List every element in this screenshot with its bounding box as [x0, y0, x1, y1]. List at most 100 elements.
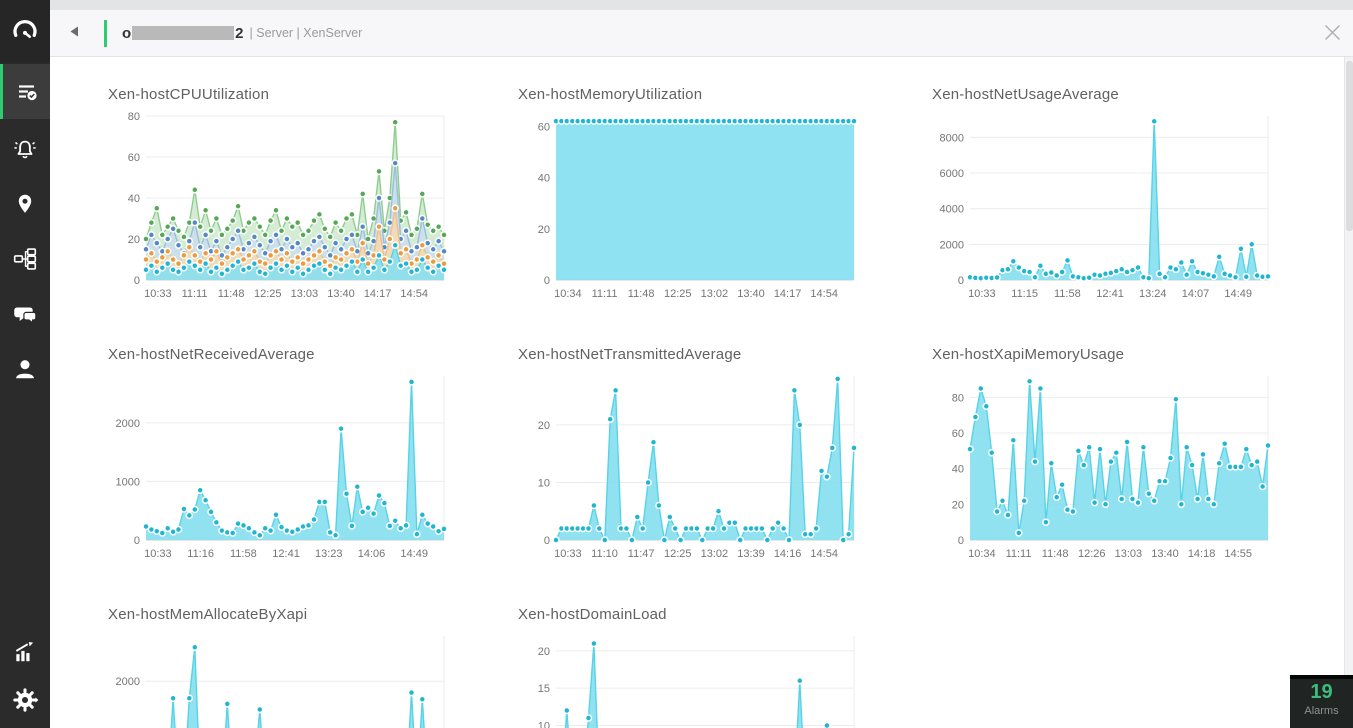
svg-text:11:48: 11:48 — [1042, 548, 1069, 560]
person-icon — [12, 356, 38, 382]
svg-text:12:25: 12:25 — [664, 288, 692, 300]
svg-text:14:17: 14:17 — [364, 288, 392, 300]
svg-text:20: 20 — [538, 420, 550, 432]
svg-text:14:17: 14:17 — [774, 288, 802, 300]
svg-text:60: 60 — [538, 121, 550, 133]
monitor-breadcrumb: | Server | XenServer — [249, 26, 363, 40]
svg-text:11:48: 11:48 — [628, 288, 655, 300]
svg-text:11:47: 11:47 — [628, 548, 655, 560]
svg-text:1000: 1000 — [116, 476, 140, 488]
svg-text:13:02: 13:02 — [701, 288, 729, 300]
svg-text:80: 80 — [128, 111, 140, 123]
svg-text:11:48: 11:48 — [218, 288, 245, 300]
net-usage-chart: 0 2000 4000 6000 8000 10:33 11:15 11:58 12:41 13:… — [940, 116, 1272, 300]
svg-text:10:33: 10:33 — [968, 288, 996, 300]
svg-text:11:11: 11:11 — [1006, 548, 1032, 560]
svg-text:10: 10 — [538, 720, 550, 728]
sidebar-item-reports[interactable] — [0, 628, 50, 676]
svg-text:10:34: 10:34 — [968, 548, 996, 560]
svg-text:11:11: 11:11 — [182, 288, 208, 300]
chart-panel-domain-load: Xen-hostDomainLoad 0510152010:3311:1111:… — [518, 606, 866, 728]
chart-panel-net-transmitted: Xen-hostNetTransmittedAverage 0 10 20 10:33… — [518, 346, 866, 573]
back-button[interactable] — [64, 21, 84, 45]
chart-panel-xapi-memory: Xen-hostXapiMemoryUsage 0 20 40 60 80 10:34 11… — [932, 346, 1280, 573]
svg-text:13:40: 13:40 — [327, 288, 355, 300]
chart-panel-mem-allocate: Xen-hostMemAllocateByXapi 10001500200010… — [108, 606, 456, 728]
net-received-chart: 0 1000 2000 10:33 11:16 11:58 12:41 13:23 14:06 1… — [116, 376, 448, 560]
svg-text:13:40: 13:40 — [1151, 548, 1179, 560]
chart-panel-net-usage: Xen-hostNetUsageAverage 0 2000 4000 6000 800… — [932, 86, 1280, 313]
svg-text:8000: 8000 — [940, 132, 964, 144]
xapi-memory-chart: 0 20 40 60 80 10:34 11:11 11:48 12:26 13:03 13:40 1… — [952, 376, 1272, 560]
svg-text:10:33: 10:33 — [144, 288, 172, 300]
svg-text:11:15: 11:15 — [1011, 288, 1038, 300]
svg-text:2000: 2000 — [116, 676, 140, 688]
svg-text:60: 60 — [952, 428, 964, 440]
bell-icon — [12, 136, 38, 162]
svg-text:2000: 2000 — [940, 239, 964, 251]
close-button[interactable] — [1321, 24, 1343, 46]
sidebar-item-chat[interactable] — [0, 286, 50, 341]
sidebar — [0, 0, 50, 728]
svg-text:0: 0 — [958, 275, 964, 287]
net-transmitted-chart: 0 10 20 10:33 11:10 11:47 12:25 13:02 13:39 14:16… — [538, 375, 858, 560]
svg-text:0: 0 — [134, 275, 140, 287]
svg-text:12:25: 12:25 — [664, 548, 692, 560]
alarms-count: 19 — [1310, 681, 1333, 703]
svg-text:2000: 2000 — [116, 418, 140, 430]
sidebar-item-alarms[interactable] — [0, 121, 50, 176]
svg-text:60: 60 — [128, 152, 140, 164]
svg-text:14:54: 14:54 — [810, 288, 838, 300]
svg-text:11:58: 11:58 — [1054, 288, 1081, 300]
chart-panel-net-received: Xen-hostNetReceivedAverage 0 1000 2000 10:3… — [108, 346, 456, 573]
gear-icon — [11, 686, 39, 714]
sidebar-item-map[interactable] — [0, 176, 50, 231]
chart-title: Xen-hostMemAllocateByXapi — [108, 606, 308, 623]
svg-text:11:11: 11:11 — [592, 288, 618, 300]
vertical-scrollbar[interactable] — [1344, 57, 1353, 728]
gauge-logo-icon — [10, 16, 40, 46]
svg-text:0: 0 — [544, 535, 550, 547]
list-check-icon — [15, 80, 39, 104]
svg-text:13:39: 13:39 — [737, 548, 765, 560]
svg-text:20: 20 — [952, 499, 964, 511]
chart-title: Xen-hostDomainLoad — [518, 606, 667, 623]
title-redaction-box — [132, 26, 235, 40]
sidebar-item-settings[interactable] — [0, 676, 50, 724]
svg-text:12:41: 12:41 — [272, 548, 300, 560]
chart-panel-cpu-utilization: Xen-hostCPUUtilization 0 20 40 60 80 10:33 11:… — [108, 86, 456, 313]
monitor-title: o 2 | Server | XenServer — [122, 25, 362, 42]
title-prefix: o — [122, 24, 132, 42]
svg-text:40: 40 — [538, 173, 550, 185]
svg-text:12:41: 12:41 — [1096, 288, 1124, 300]
svg-text:14:54: 14:54 — [810, 548, 838, 560]
chart-panel-memory-utilization: Xen-hostMemoryUtilization 0 20 40 60 10:34 11… — [518, 86, 866, 313]
svg-text:14:49: 14:49 — [400, 548, 428, 560]
svg-text:13:40: 13:40 — [737, 288, 765, 300]
alarms-label: Alarms — [1304, 705, 1339, 717]
svg-text:0: 0 — [958, 535, 964, 547]
svg-text:14:07: 14:07 — [1182, 288, 1210, 300]
chart-title: Xen-hostNetTransmittedAverage — [518, 346, 742, 363]
sidebar-item-topology[interactable] — [0, 231, 50, 286]
svg-text:15: 15 — [538, 683, 550, 695]
svg-text:11:58: 11:58 — [230, 548, 257, 560]
svg-text:13:23: 13:23 — [315, 548, 343, 560]
svg-text:20: 20 — [128, 234, 140, 246]
monitor-header: o 2 | Server | XenServer — [50, 10, 1353, 57]
svg-text:14:06: 14:06 — [358, 548, 386, 560]
mem-allocate-chart: 10001500200010:3311:1111:4812:2513:0313:… — [116, 636, 445, 728]
app-logo[interactable] — [0, 0, 50, 62]
svg-text:10:34: 10:34 — [554, 288, 582, 300]
chart-title: Xen-hostCPUUtilization — [108, 86, 270, 103]
alarms-badge[interactable]: 19 Alarms — [1290, 675, 1353, 728]
scrollbar-thumb[interactable] — [1346, 61, 1353, 231]
top-strip — [50, 0, 1353, 10]
svg-text:20: 20 — [538, 646, 550, 658]
alarms-badge-strip — [1290, 675, 1353, 679]
svg-text:6000: 6000 — [940, 168, 964, 180]
svg-text:13:03: 13:03 — [1115, 548, 1143, 560]
sidebar-item-users[interactable] — [0, 341, 50, 396]
svg-text:11:10: 11:10 — [591, 548, 618, 560]
sidebar-item-monitors[interactable] — [0, 64, 50, 119]
